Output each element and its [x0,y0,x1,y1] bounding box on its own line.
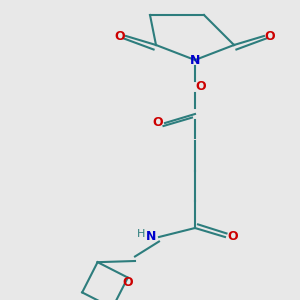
Text: O: O [196,80,206,94]
Text: O: O [152,116,163,130]
Text: N: N [190,53,200,67]
Text: N: N [146,230,156,244]
Text: O: O [227,230,238,244]
Text: H: H [137,229,145,239]
Text: O: O [265,29,275,43]
Text: O: O [122,276,133,289]
Text: O: O [115,29,125,43]
